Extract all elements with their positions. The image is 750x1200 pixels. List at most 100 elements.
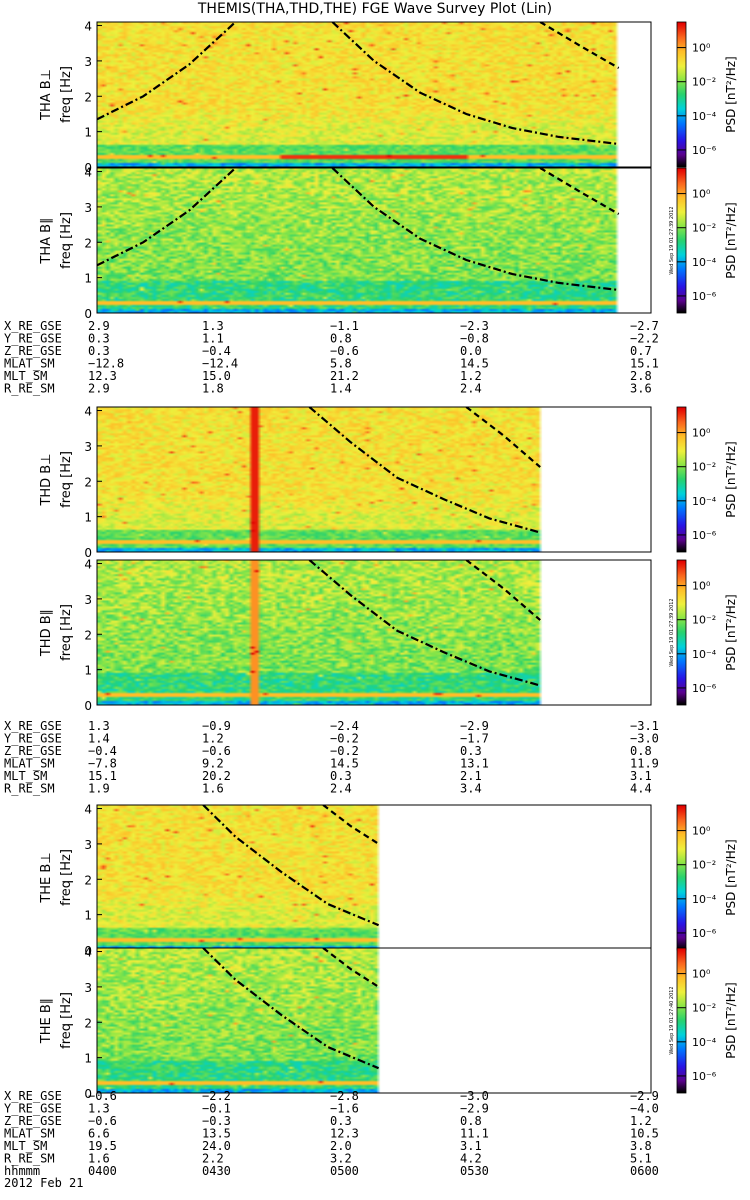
time-axis-label: hhmmm xyxy=(4,1164,40,1178)
ephemeris-value: 2.4 xyxy=(330,782,352,796)
ephemeris-value: 15.1 xyxy=(630,357,659,371)
ephemeris-value: 2.2 xyxy=(202,1152,224,1166)
time-tick-label: 0400 xyxy=(88,1164,117,1178)
y-tick-label: 0 xyxy=(84,699,92,713)
colorbar-frame xyxy=(676,406,687,553)
ephemeris-value: 1.4 xyxy=(330,382,352,396)
ephemeris-value: −1.7 xyxy=(460,732,489,746)
ephemeris-value: 2.4 xyxy=(460,382,482,396)
probe-block-thd: 0 1 2 3 4 THD B⊥ freq [Hz] 10⁰ 10⁻² 10⁻⁴ 10⁻⁶ PSD [… xyxy=(4,405,738,796)
ephemeris-label: X_RE_GSE xyxy=(4,719,62,733)
panel-frame xyxy=(96,406,652,553)
ephemeris-value: 0.8 xyxy=(330,332,352,346)
panel-frame xyxy=(96,167,652,314)
ephemeris-value: 1.2 xyxy=(460,369,482,383)
ephemeris-value: 6.6 xyxy=(88,1127,110,1141)
colorbar-tick-label: 10⁰ xyxy=(692,427,711,440)
cyclotron-curve-dashdot xyxy=(202,948,380,1070)
y-tick-label: 4 xyxy=(84,20,92,34)
figure-title: THEMIS(THA,THD,THE) FGE Wave Survey Plot… xyxy=(197,1,553,17)
ephemeris-value: −2.2 xyxy=(630,332,659,346)
ephemeris-label: MLT_SM xyxy=(4,369,47,383)
y-tick-label: 1 xyxy=(84,511,92,525)
colorbar-frame xyxy=(676,947,687,1094)
y-tick-label: 1 xyxy=(84,664,92,678)
panel-frame xyxy=(96,21,652,168)
ephemeris-value: −0.4 xyxy=(202,344,231,358)
ephemeris-value: 1.3 xyxy=(88,1102,110,1116)
ephemeris-value: 12.3 xyxy=(330,1127,359,1141)
y-tick-label: 1 xyxy=(84,272,92,286)
ephemeris-value: −7.8 xyxy=(88,757,117,771)
ephemeris-value: −0.2 xyxy=(330,732,359,746)
colorbar xyxy=(677,22,686,167)
y-tick-label: 4 xyxy=(84,803,92,817)
ephemeris-value: 4.2 xyxy=(460,1152,482,1166)
panel-ylabel: THE B∥ xyxy=(39,998,54,1044)
y-tick-label: 2 xyxy=(84,628,92,642)
panel-frame xyxy=(96,947,652,1094)
colorbar-tick-label: 10⁻⁶ xyxy=(692,682,717,695)
y-tick-label: 3 xyxy=(84,593,92,607)
ephemeris-label: X_RE_GSE xyxy=(4,1089,62,1103)
colorbar-tick-label: 10⁻⁶ xyxy=(692,144,717,157)
ephemeris-value: 1.2 xyxy=(202,732,224,746)
ephemeris-value: 2.9 xyxy=(88,382,110,396)
y-tick-label: 0 xyxy=(84,546,92,560)
colorbar-tick-label: 10⁰ xyxy=(692,968,711,981)
y-tick-label: 0 xyxy=(84,307,92,321)
ephemeris-value: −2.3 xyxy=(460,319,489,333)
cyclotron-curve-dashdot xyxy=(331,168,619,292)
ephemeris-value: −2.9 xyxy=(460,719,489,733)
colorbar-tick-label: 10⁻² xyxy=(692,76,716,89)
ephemeris-value: 1.9 xyxy=(88,782,110,796)
ephemeris-value: 15.0 xyxy=(202,369,231,383)
ephemeris-label: R_RE_SM xyxy=(4,382,55,396)
colorbar-tick-label: 10⁻² xyxy=(692,222,716,235)
colorbar-label: PSD [nT²/Hz] xyxy=(724,594,738,670)
ephemeris-value: 13.5 xyxy=(202,1127,231,1141)
spectrogram-panel-thd-perp: 0 1 2 3 4 THD B⊥ freq [Hz] 10⁰ 10⁻² 10⁻⁴ 10⁻⁶ PSD [… xyxy=(39,405,738,560)
timestamp-label: Wed Sep 19 01:27:40 2012 xyxy=(669,986,675,1054)
ephemeris-value: 0.3 xyxy=(88,332,110,346)
colorbar-tick-label: 10⁻² xyxy=(692,859,716,872)
time-axis: hhmmm 0400 0430 0500 0530 0600 2012 Feb 21 xyxy=(4,1164,659,1190)
colorbar-tick-label: 10⁻⁶ xyxy=(692,1070,717,1083)
timestamp-label: Wed Sep 19 01:27:39 2012 xyxy=(669,598,675,666)
freq-axis-label: freq [Hz] xyxy=(59,451,74,508)
time-tick-label: 0530 xyxy=(460,1164,489,1178)
y-tick-label: 0 xyxy=(84,944,92,958)
colorbar-label: PSD [nT²/Hz] xyxy=(724,202,738,278)
date-label: 2012 Feb 21 xyxy=(4,1176,83,1190)
y-tick-label: 4 xyxy=(84,405,92,419)
ephemeris-label: Z_RE_GSE xyxy=(4,744,62,758)
colorbar-tick-label: 10⁻⁴ xyxy=(692,110,717,123)
spectrogram-panel-thd-par: 0 1 2 3 4 THD B∥ freq [Hz] 10⁰ 10⁻² 10⁻⁴ 10⁻⁶ PSD [… xyxy=(39,558,738,713)
colorbar-tick-label: 10⁻⁶ xyxy=(692,529,717,542)
ephemeris-value: 0.8 xyxy=(630,744,652,758)
colorbar xyxy=(677,560,686,705)
spectrogram-image xyxy=(97,407,651,552)
y-tick-label: 1 xyxy=(84,126,92,140)
ephemeris-value: −3.0 xyxy=(630,732,659,746)
ephemeris-value: −0.9 xyxy=(202,719,231,733)
colorbar-tick-label: 10⁰ xyxy=(692,42,711,55)
colorbar xyxy=(677,407,686,552)
spectrogram-image xyxy=(97,805,651,950)
cyclotron-curve-dashdot xyxy=(202,805,380,927)
colorbar-label: PSD [nT²/Hz] xyxy=(724,839,738,915)
colorbar-label: PSD [nT²/Hz] xyxy=(724,56,738,132)
panel-ylabel: THE B⊥ xyxy=(39,852,54,903)
ephemeris-value: 0.0 xyxy=(460,344,482,358)
ephemeris-value: −4.0 xyxy=(630,1102,659,1116)
spectrogram-panel-the-perp: 0 1 2 3 4 THE B⊥ freq [Hz] 10⁰ 10⁻² 10⁻⁴ 10⁻⁶ PSD [… xyxy=(39,803,738,958)
spectrogram-panel-tha-par: 0 1 2 3 4 THA B∥ freq [Hz] 10⁰ 10⁻² 10⁻⁴ 10⁻⁶ PSD [… xyxy=(39,166,738,321)
ephemeris-value: −2.8 xyxy=(330,1089,359,1103)
ephemeris-value: 12.3 xyxy=(88,369,117,383)
ephemeris-value: 15.1 xyxy=(88,769,117,783)
ephemeris-value: 1.1 xyxy=(202,332,224,346)
panel-ylabel: THD B⊥ xyxy=(39,453,54,506)
ephemeris-value: 3.1 xyxy=(460,1139,482,1153)
colorbar-tick-label: 10⁻⁴ xyxy=(692,256,717,269)
